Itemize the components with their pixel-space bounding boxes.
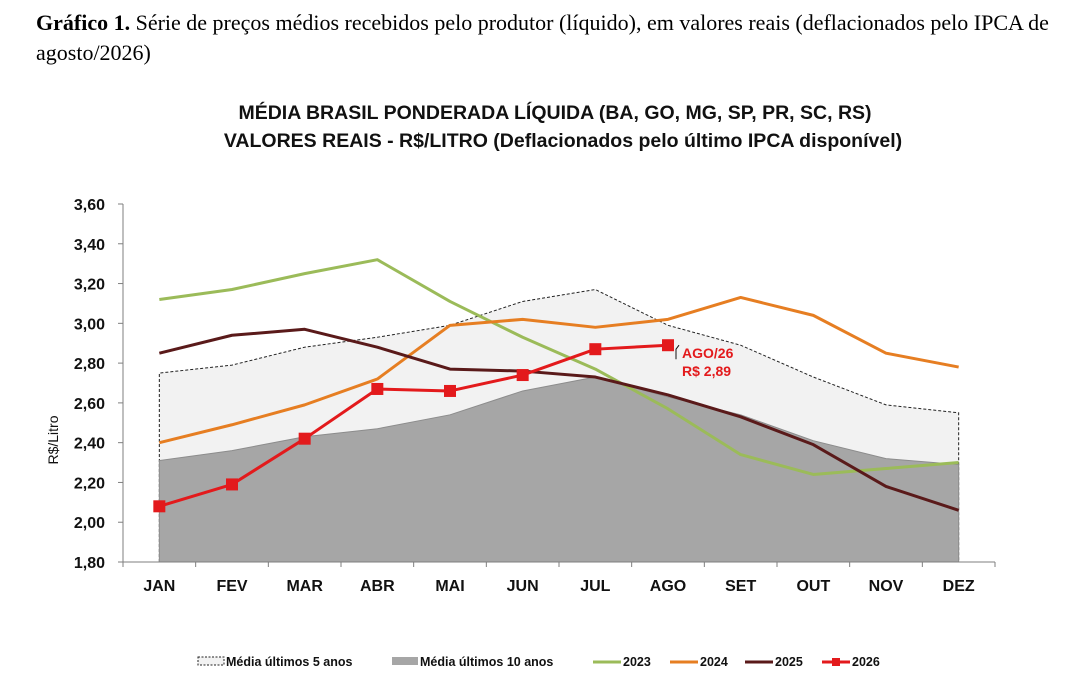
- caption-text: Série de preços médios recebidos pelo pr…: [36, 10, 1049, 65]
- y-tick-label: 3,40: [74, 237, 105, 254]
- y-axis-label: R$/Litro: [45, 415, 61, 464]
- series-marker-2026: [516, 369, 529, 382]
- series-line-2023: [159, 258, 959, 476]
- legend-label-5-year: Média últimos 5 anos: [226, 655, 352, 669]
- x-tick-label: DEZ: [943, 578, 975, 595]
- plot-area: 1,80 2,00 2,20 2,40 2,60 2,80 3,00 3,20 3,40 3,60…: [74, 197, 996, 595]
- series-line-2025: [158, 327, 960, 512]
- annotation-leader: [675, 344, 680, 360]
- legend-label-2025: 2025: [775, 655, 803, 669]
- y-tick-label: 2,20: [74, 475, 105, 492]
- legend-swatch-5-year: [197, 656, 225, 666]
- x-tick-label: JUL: [580, 578, 610, 595]
- series-line-2026: [158, 343, 669, 508]
- x-tick-label: ABR: [360, 578, 395, 595]
- x-tick-label: MAI: [435, 578, 464, 595]
- x-tick-label: FEV: [216, 578, 247, 595]
- x-tick-label: AGO: [650, 578, 686, 595]
- y-tick-label: 3,00: [74, 316, 105, 333]
- series-line-2024: [158, 295, 959, 445]
- y-tick-label: 2,60: [74, 396, 105, 413]
- chart-title-line2: VALORES REAIS - R$/LITRO (Deflacionados …: [224, 130, 902, 152]
- y-tick-label: 1,80: [74, 555, 105, 572]
- legend-label-2026: 2026: [852, 655, 880, 669]
- series-marker-2026: [444, 384, 456, 397]
- y-tick-label: 3,60: [74, 197, 105, 214]
- series-marker-2026: [589, 343, 602, 356]
- legend-marker-2026: [832, 658, 840, 666]
- caption-label: Gráfico 1.: [36, 10, 131, 35]
- legend-label-10-year: Média últimos 10 anos: [420, 655, 553, 669]
- legend-swatch-10-year: [392, 657, 418, 665]
- series-marker-2026: [153, 500, 166, 513]
- x-tick-label: JUN: [507, 578, 539, 595]
- figure-caption: Gráfico 1. Série de preços médios recebi…: [36, 8, 1081, 68]
- annotation-value: R$ 2,89: [682, 363, 731, 379]
- legend-label-2024: 2024: [700, 655, 728, 669]
- series-marker-2026: [371, 382, 384, 395]
- y-tick-label: 3,20: [74, 277, 105, 294]
- x-tick-label: JAN: [143, 578, 175, 595]
- x-tick-label: MAR: [286, 578, 323, 595]
- series-marker-2026: [298, 432, 311, 445]
- x-tick-label: NOV: [869, 578, 904, 595]
- legend: Média últimos 5 anos Média últimos 10 ano…: [197, 655, 880, 669]
- x-tick-label: SET: [725, 578, 756, 595]
- series-marker-2026: [226, 478, 238, 491]
- annotation-month: AGO/26: [682, 345, 734, 361]
- legend-label-2023: 2023: [623, 655, 651, 669]
- y-tick-label: 2,00: [74, 515, 105, 532]
- y-tick-label: 2,80: [74, 356, 105, 373]
- series-marker-2026: [662, 339, 674, 352]
- y-tick-label: 2,40: [74, 436, 105, 453]
- x-tick-label: OUT: [796, 578, 830, 595]
- chart-title-line1: MÉDIA BRASIL PONDERADA LÍQUIDA (BA, GO, …: [238, 101, 871, 124]
